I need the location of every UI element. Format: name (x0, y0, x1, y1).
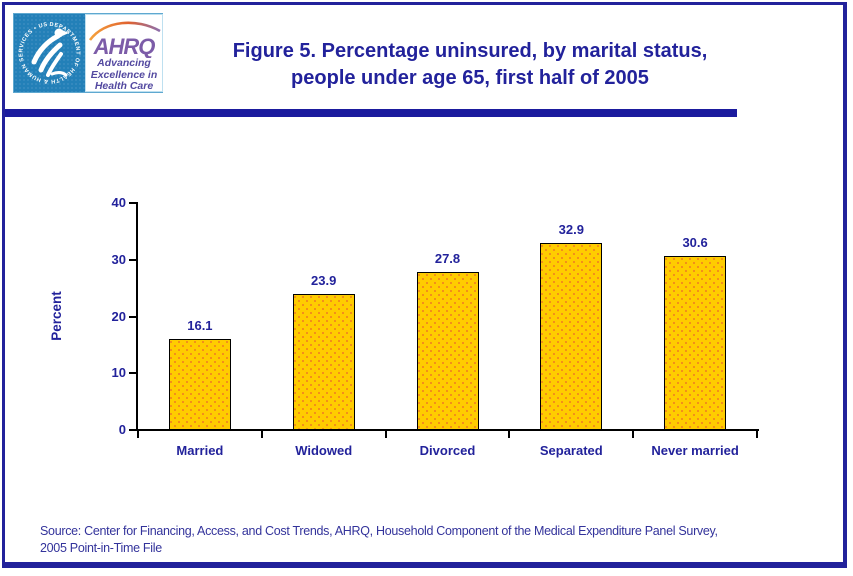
x-axis-line (136, 429, 759, 431)
x-axis-tick (384, 430, 387, 438)
x-axis-tick (508, 430, 511, 438)
ahrq-swoosh-icon: AHRQ (88, 21, 161, 59)
x-axis-tick (756, 430, 758, 438)
bar-value-label-separated: 32.9 (558, 222, 584, 238)
y-tick-label: 30 (111, 251, 126, 267)
y-tick-label: 40 (111, 195, 126, 210)
source-note: Source: Center for Financing, Access, an… (40, 523, 840, 556)
y-tick-label: 0 (118, 422, 126, 437)
bar-never-married (664, 256, 727, 430)
category-label-widowed: Widowed (295, 443, 353, 458)
ahrq-tagline: Advancing Excellence in Health Care (85, 57, 163, 93)
bar-separated (540, 243, 603, 430)
category-label-divorced: Divorced (419, 443, 476, 458)
ahrq-tagline-line2: Excellence in (90, 68, 158, 81)
y-axis-tick (129, 429, 137, 431)
y-tick-label: 20 (111, 308, 126, 324)
ahrq-logo-panel: AHRQ Advancing Excellence in Health Care (85, 14, 163, 92)
y-axis-title: Percent (49, 291, 64, 341)
bar-value-label-married: 16.1 (187, 317, 213, 333)
bar-value-label-never-married: 30.6 (682, 235, 708, 251)
ahrq-hhs-logo: DEPARTMENT OF HEALTH & HUMAN SERVICES • … (12, 10, 163, 93)
bar-value-label-divorced: 27.8 (434, 251, 461, 267)
y-tick-label: 10 (111, 365, 126, 381)
category-label-married: Married (176, 443, 224, 458)
bar-value-label-widowed: 23.9 (311, 273, 337, 289)
hhs-eagle-icon: DEPARTMENT OF HEALTH & HUMAN SERVICES • … (12, 10, 80, 84)
ahrq-tagline-line1: Advancing (97, 57, 151, 69)
bar-widowed (292, 294, 355, 430)
title-divider-rule (2, 109, 737, 117)
y-axis-tick (129, 372, 137, 375)
y-axis-line (136, 202, 138, 431)
x-axis-tick (632, 430, 635, 438)
source-line2: 2005 Point-in-Time File (40, 540, 162, 555)
category-label-never-married: Never married (651, 443, 739, 458)
figure-title: Figure 5. Percentage uninsured, by marit… (170, 38, 770, 92)
bar-married (168, 338, 231, 430)
figure-title-line1: Figure 5. Percentage uninsured, by marit… (232, 40, 708, 62)
y-axis-tick (129, 315, 137, 318)
y-axis-tick (129, 258, 137, 261)
category-label-separated: Separated (539, 443, 603, 458)
ahrq-tagline-line3: Health Care (94, 80, 154, 92)
x-axis-tick (137, 430, 139, 438)
source-line1: Source: Center for Financing, Access, an… (40, 524, 718, 538)
x-axis-tick (260, 430, 263, 438)
bar-divorced (416, 272, 479, 430)
y-axis-tick (129, 202, 137, 204)
figure-title-line2: people under age 65, first half of 2005 (291, 67, 649, 89)
ahrq-acronym: AHRQ (93, 34, 156, 58)
hhs-seal: DEPARTMENT OF HEALTH & HUMAN SERVICES • … (12, 10, 85, 92)
